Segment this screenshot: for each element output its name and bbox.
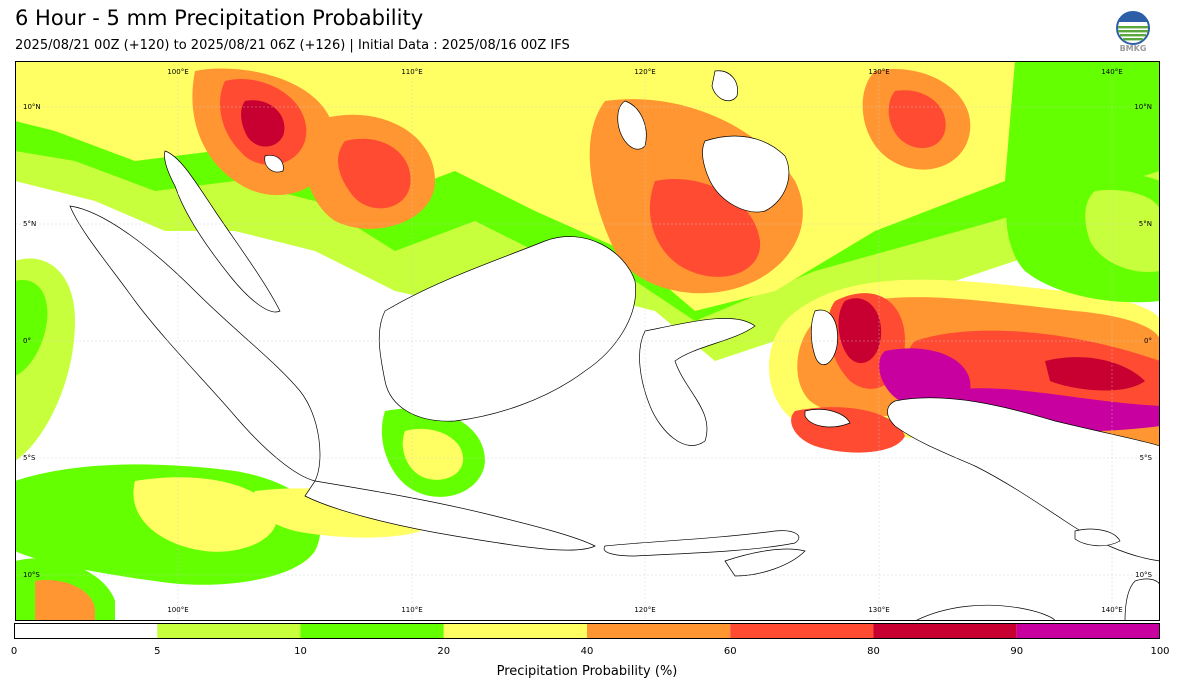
lon-label-bottom: 120°E — [634, 606, 655, 614]
map-subtitle: 2025/08/21 00Z (+120) to 2025/08/21 06Z … — [15, 38, 570, 53]
lon-label-top: 130°E — [868, 68, 889, 76]
lon-label-top: 140°E — [1101, 68, 1122, 76]
lat-labels-right: 10°N 5°N 0° 5°S 10°S — [1134, 103, 1152, 579]
lon-label-top: 110°E — [401, 68, 422, 76]
lon-labels-top: 100°E 110°E 120°E 130°E 140°E — [167, 68, 1122, 76]
colorbar-segment — [873, 623, 1017, 639]
precipitation-map: 100°E 110°E 120°E 130°E 140°E 100°E 110°… — [15, 61, 1160, 621]
lon-label-top: 100°E — [167, 68, 188, 76]
colorbar-segment — [1016, 623, 1160, 639]
lat-label-right: 5°N — [1139, 220, 1152, 228]
graticule — [15, 61, 1160, 621]
colorbar-tick-label: 10 — [294, 646, 307, 657]
lat-label-left: 5°N — [23, 220, 36, 228]
lon-label-top: 120°E — [634, 68, 655, 76]
colorbar-segment — [157, 623, 301, 639]
lat-label-left: 0° — [23, 337, 31, 345]
lat-label-right: 10°S — [1135, 571, 1152, 579]
land-areas — [69, 70, 1160, 621]
colorbar — [14, 623, 1160, 639]
colorbar-label: Precipitation Probability (%) — [496, 664, 678, 679]
colorbar-tick-label: 100 — [1150, 646, 1170, 657]
logo-text: BMKG — [1119, 44, 1147, 53]
colorbar-segment — [300, 623, 444, 639]
lon-label-bottom: 140°E — [1101, 606, 1122, 614]
colorbar-tick-label: 80 — [867, 646, 880, 657]
colorbar-tick-label: 0 — [10, 646, 18, 657]
colorbar-tick-label: 20 — [437, 646, 451, 657]
lon-labels-bottom: 100°E 110°E 120°E 130°E 140°E — [167, 606, 1122, 614]
lat-label-right: 0° — [1144, 337, 1152, 345]
lat-label-left: 10°N — [23, 103, 41, 111]
lat-label-left: 10°S — [23, 571, 40, 579]
lat-label-right: 5°S — [1140, 454, 1153, 462]
colorbar-tick-label: 60 — [723, 646, 737, 657]
map-frame — [15, 61, 1160, 621]
lat-labels-left: 10°N 5°N 0° 5°S 10°S — [23, 103, 41, 579]
lon-label-bottom: 110°E — [401, 606, 422, 614]
bmkg-logo — [1116, 11, 1150, 45]
colorbar-frame — [14, 623, 1160, 639]
colorbar-tick-label: 90 — [1010, 646, 1024, 657]
lat-label-left: 5°S — [23, 454, 36, 462]
lat-label-right: 10°N — [1134, 103, 1152, 111]
colorbar-segment — [730, 623, 874, 639]
colorbar-segment — [14, 623, 158, 639]
colorbar-segment — [587, 623, 731, 639]
lon-label-bottom: 100°E — [167, 606, 188, 614]
colorbar-tick-label: 5 — [154, 646, 161, 657]
lon-label-bottom: 130°E — [868, 606, 889, 614]
map-title: 6 Hour - 5 mm Precipitation Probability — [15, 6, 424, 30]
colorbar-segment — [443, 623, 587, 639]
colorbar-tick-label: 40 — [580, 646, 594, 657]
